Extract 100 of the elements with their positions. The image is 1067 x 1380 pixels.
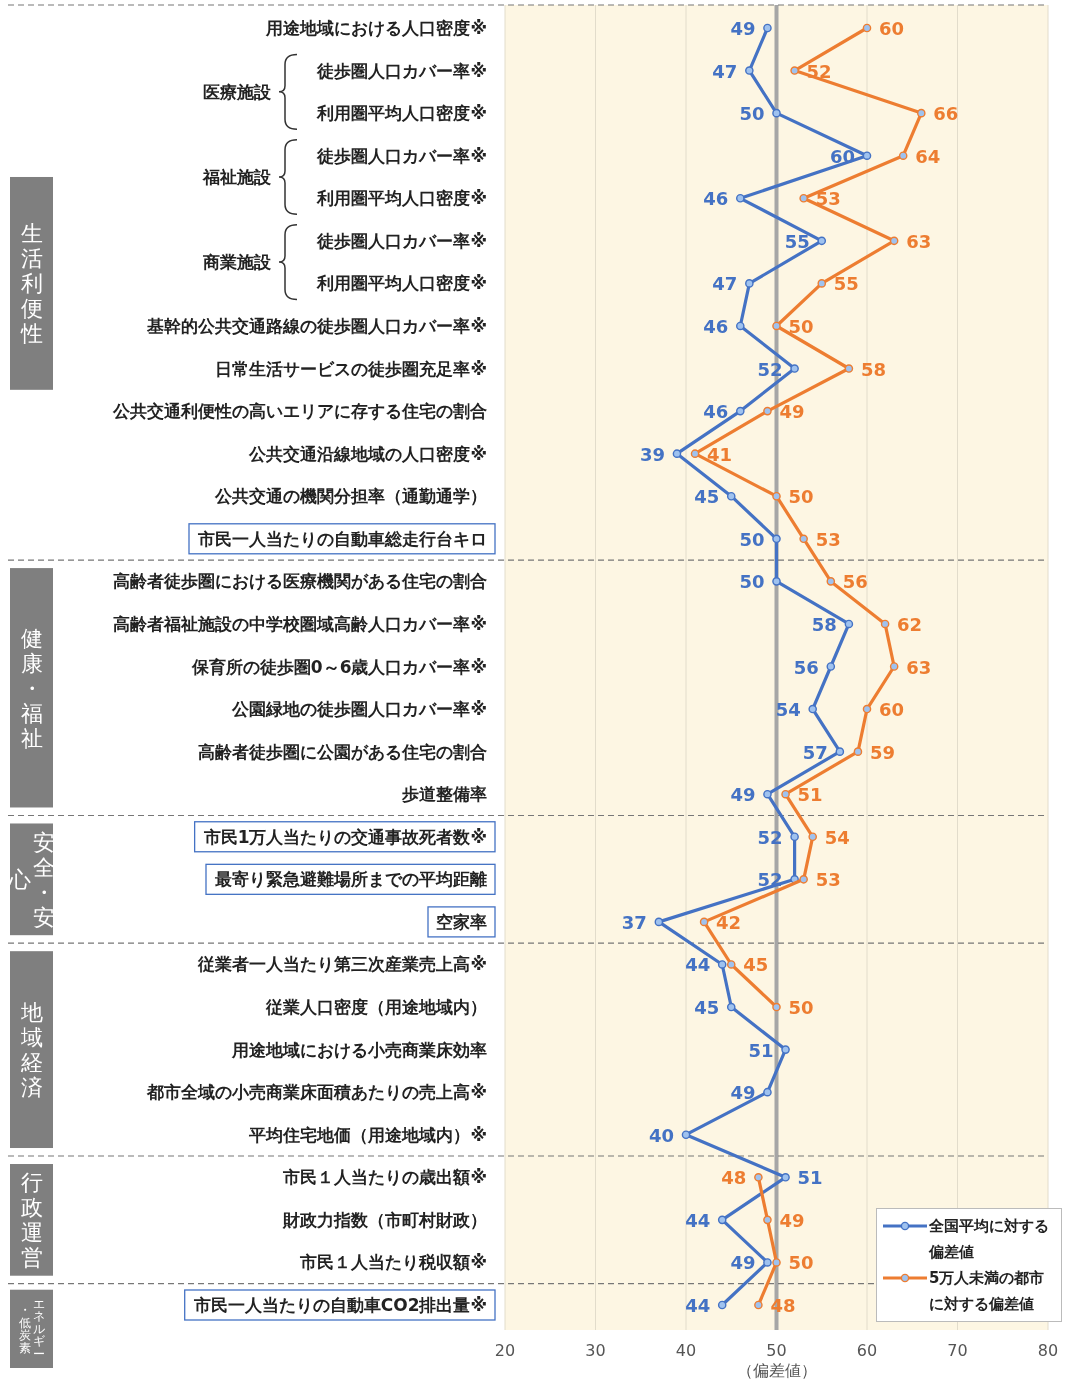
data-label: 49 bbox=[730, 18, 756, 39]
y-tick-label: 利用圏平均人口密度※ bbox=[316, 103, 487, 124]
y-tick-label: 市民一人当たりの自動車CO2排出量※ bbox=[192, 1295, 487, 1315]
data-label: 62 bbox=[897, 613, 923, 635]
point bbox=[799, 875, 808, 884]
point bbox=[799, 534, 808, 544]
data-label: 52 bbox=[757, 826, 783, 848]
point bbox=[654, 917, 664, 927]
point bbox=[826, 577, 836, 586]
point bbox=[880, 619, 890, 629]
data-label: 54 bbox=[775, 699, 801, 721]
point bbox=[717, 1215, 727, 1225]
data-label: 50 bbox=[739, 528, 765, 550]
point bbox=[853, 747, 863, 756]
data-label: 50 bbox=[788, 315, 814, 337]
data-label: 49 bbox=[779, 1209, 805, 1231]
point bbox=[790, 66, 799, 75]
data-label: 59 bbox=[869, 741, 896, 763]
point bbox=[763, 789, 772, 799]
x-tick-label: 70 bbox=[947, 1341, 968, 1360]
point bbox=[781, 1173, 790, 1182]
data-label: 41 bbox=[707, 443, 733, 465]
point bbox=[772, 577, 781, 586]
data-label: 37 bbox=[621, 911, 647, 933]
y-tick-label: 空家率 bbox=[436, 911, 487, 932]
data-label: 46 bbox=[703, 315, 729, 337]
point bbox=[763, 23, 772, 33]
point bbox=[772, 534, 781, 544]
point bbox=[772, 108, 781, 118]
data-label: 63 bbox=[906, 230, 932, 252]
point bbox=[799, 193, 808, 203]
y-tick-label: 平均住宅地価（用途地域内）※ bbox=[248, 1124, 487, 1145]
point bbox=[772, 1002, 781, 1012]
text: 生活利便性 bbox=[19, 221, 43, 347]
x-tick-label: 60 bbox=[856, 1341, 878, 1360]
text: 福祉施設 bbox=[202, 166, 272, 187]
point bbox=[745, 279, 754, 288]
y-tick-label: 用途地域における小売商業床効率 bbox=[231, 1039, 487, 1060]
data-label: 46 bbox=[703, 188, 729, 210]
data-label: 53 bbox=[815, 528, 841, 550]
point bbox=[717, 960, 727, 969]
data-label: 49 bbox=[779, 401, 805, 423]
data-label: 45 bbox=[694, 997, 720, 1019]
y-tick-label: 市民１人当たりの歳出額※ bbox=[282, 1167, 487, 1188]
point bbox=[817, 279, 827, 288]
point bbox=[754, 1173, 763, 1182]
y-tick-label: 高齢者徒歩圏における医療機関がある住宅の割合 bbox=[113, 571, 487, 592]
data-label: 50 bbox=[739, 103, 765, 125]
data-label: 66 bbox=[933, 103, 959, 125]
data-label: 60 bbox=[879, 18, 905, 39]
point bbox=[745, 66, 754, 75]
data-label: 44 bbox=[685, 1209, 711, 1231]
data-label: 51 bbox=[748, 1039, 774, 1061]
y-tick-label: 利用圏平均人口密度※ bbox=[316, 188, 487, 209]
point bbox=[736, 406, 745, 416]
point bbox=[790, 364, 799, 373]
x-axis-title: （偏差値） bbox=[736, 1361, 817, 1380]
data-label: 44 bbox=[685, 1295, 711, 1316]
point bbox=[917, 108, 926, 118]
point bbox=[898, 151, 908, 160]
point bbox=[889, 662, 899, 671]
data-label: 48 bbox=[770, 1295, 796, 1316]
point bbox=[772, 491, 781, 501]
data-label: 57 bbox=[802, 741, 828, 763]
data-label: 49 bbox=[730, 1082, 756, 1104]
y-tick-label: 従業者一人当たり第三次産業売上高※ bbox=[197, 954, 487, 975]
y-tick-label: 公共交通沿線地域の人口密度※ bbox=[248, 443, 487, 464]
data-label: 40 bbox=[648, 1124, 674, 1146]
data-label: 64 bbox=[915, 145, 941, 167]
y-tick-label: 都市全域の小売商業床面積あたりの売上高※ bbox=[146, 1082, 487, 1103]
data-label: 49 bbox=[730, 784, 756, 806]
point bbox=[808, 704, 817, 714]
data-label: 50 bbox=[739, 571, 765, 593]
point bbox=[726, 1002, 736, 1012]
data-label: 51 bbox=[797, 1167, 823, 1189]
y-tick-label: 市民1万人当たりの交通事故死者数※ bbox=[202, 826, 487, 847]
point bbox=[781, 1045, 790, 1054]
data-label: 50 bbox=[788, 1252, 814, 1274]
point bbox=[889, 236, 899, 246]
data-label: 50 bbox=[788, 486, 814, 508]
point bbox=[681, 1130, 691, 1140]
y-tick-label: 歩道整備率 bbox=[401, 784, 487, 805]
data-label: 47 bbox=[712, 273, 738, 295]
data-label: 48 bbox=[721, 1167, 747, 1189]
point bbox=[781, 789, 790, 799]
y-tick-label: 用途地域における人口密度※ bbox=[265, 18, 487, 38]
y-tick-label: 市民一人当たりの自動車総走行台キロ bbox=[197, 528, 487, 549]
point bbox=[717, 1300, 727, 1310]
data-label: 44 bbox=[685, 954, 711, 976]
point bbox=[844, 619, 854, 629]
point bbox=[763, 1258, 772, 1267]
y-tick-label: 徒歩圏人口カバー率※ bbox=[316, 230, 487, 251]
point bbox=[726, 960, 736, 969]
y-tick-label: 最寄り緊急避難場所までの平均距離 bbox=[214, 869, 487, 890]
data-label: 39 bbox=[639, 443, 665, 465]
data-label: 42 bbox=[716, 911, 742, 933]
point bbox=[763, 1215, 772, 1225]
point bbox=[862, 23, 872, 33]
y-tick-label: 高齢者福祉施設の中学校圏域高齢人口カバー率※ bbox=[113, 613, 487, 634]
legend-label: 5万人未満の都市に対する偏差値 bbox=[929, 1268, 1046, 1315]
